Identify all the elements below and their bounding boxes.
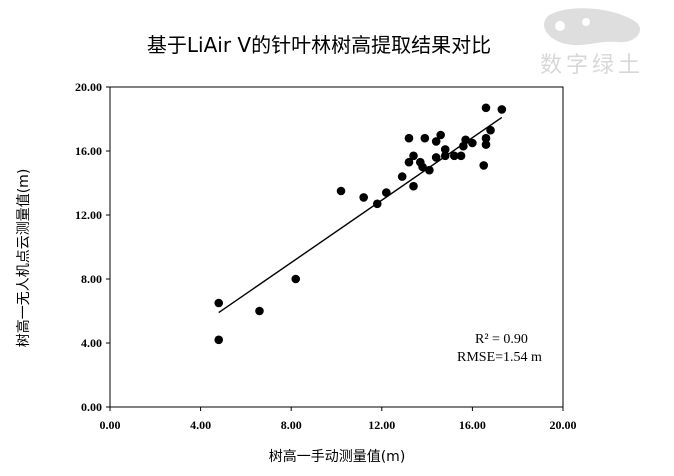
data-point <box>409 181 418 191</box>
data-point <box>416 157 425 167</box>
data-points <box>214 103 507 345</box>
x-tick-label: 12.00 <box>368 418 395 432</box>
data-point <box>468 138 477 148</box>
data-point <box>420 133 430 143</box>
data-point <box>436 130 445 140</box>
data-point <box>481 133 491 143</box>
r-squared-annotation: R² = 0.90 <box>475 332 528 347</box>
x-tick-label: 4.00 <box>190 418 211 432</box>
data-point <box>255 306 264 316</box>
chart-title: 基于LiAir V的针叶林树高提取结果对比 <box>147 33 491 57</box>
x-axis-label: 树高一手动测量值(m) <box>269 448 406 465</box>
data-point <box>336 186 346 196</box>
data-point <box>481 103 491 113</box>
x-tick-label: 0.00 <box>100 418 121 432</box>
x-tick-label: 8.00 <box>281 418 302 432</box>
x-axis-ticks: 0.00 4.00 8.00 12.00 16.00 20.00 <box>100 407 577 432</box>
data-point <box>461 135 470 145</box>
x-tick-label: 16.00 <box>459 418 486 432</box>
data-point <box>214 335 224 345</box>
data-point <box>425 165 434 175</box>
data-point <box>456 151 466 161</box>
y-tick-label: 4.00 <box>81 336 102 350</box>
data-point <box>404 133 414 143</box>
y-tick-label: 16.00 <box>75 144 102 158</box>
data-point <box>214 298 224 308</box>
y-axis-label: 树高一无人机点云测量值(m) <box>15 169 32 348</box>
data-point <box>481 140 491 149</box>
plot-area <box>109 86 564 408</box>
y-axis-ticks: 0.00 4.00 8.00 12.00 16.00 20.00 <box>75 80 110 414</box>
y-tick-label: 20.00 <box>75 80 102 94</box>
x-tick-label: 20.00 <box>550 418 577 432</box>
data-point <box>431 137 441 146</box>
data-point <box>440 151 450 161</box>
trendline-group <box>218 116 503 314</box>
rmse-annotation: RMSE=1.54 m <box>457 350 542 365</box>
data-point <box>359 193 368 202</box>
data-point <box>409 151 418 161</box>
data-point <box>404 157 414 167</box>
data-point <box>382 188 391 197</box>
data-point <box>397 172 407 181</box>
data-point <box>449 151 459 161</box>
watermark-text: 数字绿土 <box>540 53 644 78</box>
y-tick-label: 8.00 <box>81 272 102 286</box>
data-point <box>431 153 441 162</box>
data-point <box>486 125 495 135</box>
data-point <box>372 199 382 209</box>
data-point <box>291 274 301 284</box>
y-tick-label: 0.00 <box>81 400 102 414</box>
data-point <box>479 161 489 170</box>
watermark-logo: 数字绿土 <box>540 8 644 78</box>
trendline <box>218 116 503 314</box>
y-tick-label: 12.00 <box>75 208 102 222</box>
data-point <box>497 105 507 114</box>
data-point <box>440 145 450 154</box>
